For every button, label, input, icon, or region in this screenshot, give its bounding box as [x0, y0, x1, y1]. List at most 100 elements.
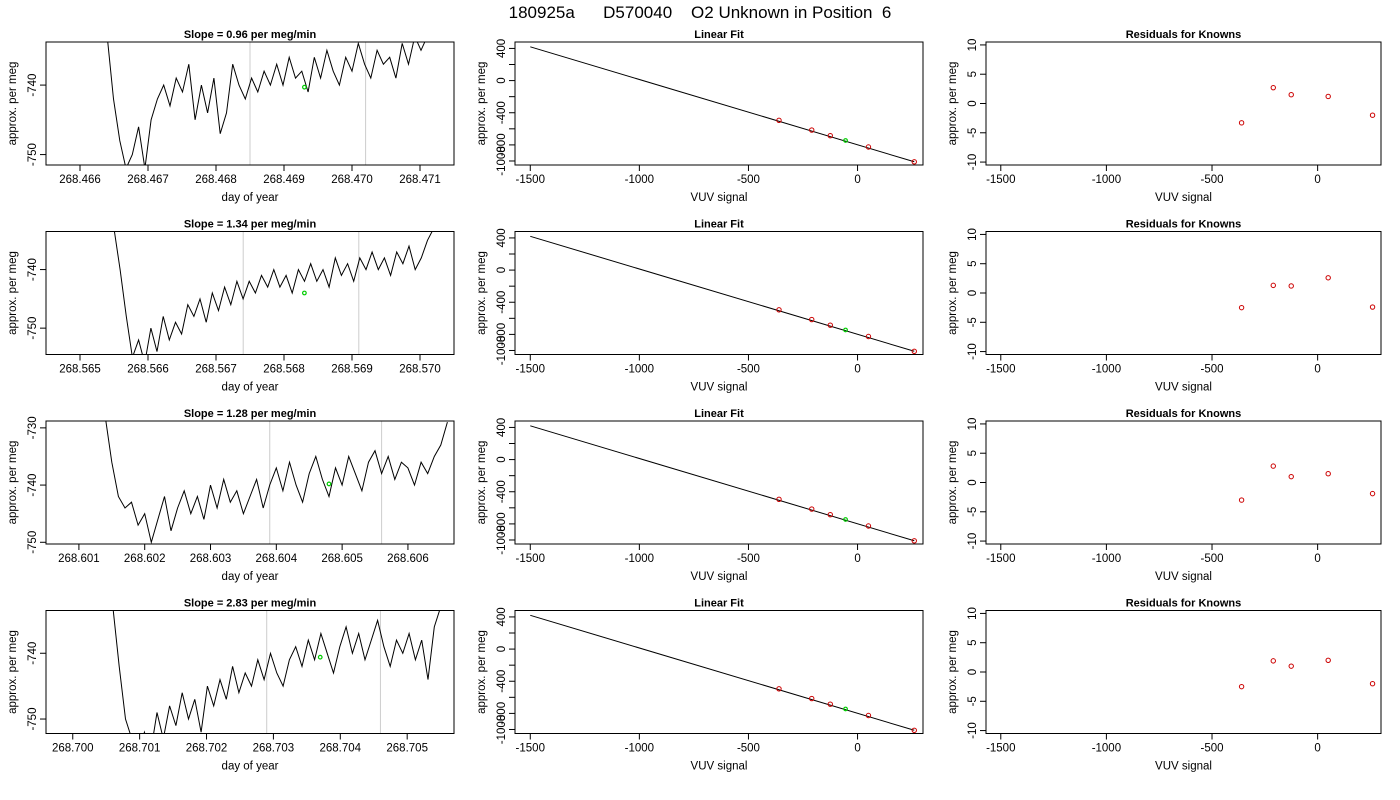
x-tick-label: 268.570 [399, 364, 441, 376]
y-tick-label: -5 [967, 696, 979, 706]
known-point [911, 159, 917, 165]
x-tick-label: -1000 [625, 743, 654, 755]
panel-title: Residuals for Knowns [1126, 598, 1242, 610]
plot-data [530, 235, 917, 354]
panel-title: Residuals for Knowns [1126, 408, 1242, 420]
x-tick-label: -500 [1201, 364, 1224, 376]
x-tick-label: -500 [737, 743, 760, 755]
plot-data [1238, 275, 1376, 311]
x-tick-label: 268.568 [263, 364, 305, 376]
y-tick-label: -1000 [496, 525, 508, 554]
x-tick-label: 268.606 [387, 553, 429, 565]
x-tick-label: 268.700 [52, 743, 94, 755]
y-tick-label: 10 [967, 418, 979, 431]
fit-line [530, 235, 915, 352]
x-tick-label: -500 [1201, 174, 1224, 186]
x-tick-label: 268.470 [331, 174, 373, 186]
panel-resid-row4: Residuals for Knowns -1500 -1000 -500 0 10 5 0 -… [947, 598, 1382, 773]
x-tick-label: 268.565 [59, 364, 101, 376]
y-tick-label: -400 [496, 480, 508, 503]
residual-point [1288, 283, 1294, 289]
x-tick-label: -1000 [1092, 553, 1121, 565]
y-tick-label: 400 [496, 418, 508, 437]
residual-point [1369, 112, 1376, 118]
known-point [911, 727, 917, 733]
y-tick-label: 0 [496, 646, 508, 652]
y-tick-label: -5 [967, 507, 979, 517]
y-tick-label: 0 [496, 77, 508, 83]
x-tick-label: -500 [1201, 553, 1224, 565]
panel-title: Linear Fit [694, 29, 744, 41]
y-tick-label: -740 [27, 474, 39, 497]
y-tick-label: -10 [967, 533, 979, 550]
plot-frame [45, 231, 455, 355]
x-tick-label: 268.466 [59, 174, 101, 186]
y-tick-label: -740 [27, 258, 39, 281]
y-axis-label: approx. per meg [476, 630, 488, 714]
x-axis-label: VUV signal [1155, 571, 1212, 583]
x-tick-label: -500 [737, 174, 760, 186]
y-tick-label: -740 [27, 642, 39, 665]
plot-data [107, 42, 426, 165]
y-tick-label: 400 [496, 39, 508, 58]
y-tick-label: -400 [496, 101, 508, 124]
plot-frame [45, 420, 455, 545]
x-axis-label: day of year [222, 192, 279, 204]
y-tick-label: 5 [967, 261, 979, 267]
plot-frame [985, 610, 1382, 734]
fit-line [530, 614, 915, 731]
y-tick-label: -10 [967, 343, 979, 360]
x-tick-label: 268.702 [186, 743, 228, 755]
panel-resid-row2: Residuals for Knowns -1500 -1000 -500 0 10 5 0 -… [947, 219, 1382, 394]
plot-frame [45, 610, 455, 734]
panel-fit-row4: Linear Fit-1500 -1000 -500 04000-400-800-10… [476, 598, 924, 773]
plot-data [112, 610, 441, 734]
x-tick-label: 268.704 [320, 743, 362, 755]
x-tick-label: -1500 [516, 743, 545, 755]
y-tick-label: 0 [967, 669, 979, 675]
x-tick-label: 268.469 [263, 174, 305, 186]
known-point [776, 117, 782, 124]
residual-point [1238, 120, 1245, 126]
time-series-line [107, 42, 426, 165]
panel-fit-row2: Linear Fit-1500 -1000 -500 04000-400-800-10… [476, 219, 924, 394]
residual-point [1270, 463, 1276, 469]
x-tick-label: -500 [1201, 743, 1224, 755]
x-tick-label: -1500 [516, 553, 545, 565]
x-tick-label: -1500 [986, 553, 1015, 565]
residual-point [1325, 275, 1331, 281]
residual-point [1238, 304, 1245, 311]
y-tick-label: 5 [967, 450, 979, 456]
x-axis-label: VUV signal [1155, 761, 1212, 773]
plot-data [1238, 463, 1376, 503]
plot-frame [985, 231, 1382, 355]
plot-data [113, 231, 433, 355]
y-tick-label: -740 [27, 74, 39, 97]
x-tick-label: 268.569 [331, 364, 373, 376]
known-point [809, 695, 815, 702]
time-series-line [105, 421, 448, 544]
x-tick-label: -1000 [1092, 364, 1121, 376]
y-tick-label: 5 [967, 71, 979, 77]
x-tick-label: 268.467 [127, 174, 169, 186]
x-axis-label: VUV signal [1155, 382, 1212, 394]
plot-data [530, 614, 917, 733]
x-axis-label: VUV signal [691, 761, 748, 773]
x-tick-label: 268.567 [195, 364, 237, 376]
x-tick-label: -1000 [625, 174, 654, 186]
x-tick-label: 268.603 [190, 553, 232, 565]
plot-data [530, 425, 917, 544]
x-axis-label: day of year [222, 761, 279, 773]
residual-point [1288, 663, 1294, 669]
x-tick-label: 268.471 [399, 174, 441, 186]
residual-point [1325, 657, 1331, 663]
x-tick-label: 268.705 [386, 743, 428, 755]
y-tick-label: -750 [27, 708, 39, 731]
known-point [911, 348, 917, 354]
residual-point [1270, 282, 1276, 289]
panel-title: Slope = 1.28 per meg/min [184, 408, 317, 420]
x-axis-label: VUV signal [691, 382, 748, 394]
y-tick-label: -750 [27, 143, 39, 166]
y-axis-label: approx. per meg [476, 251, 488, 335]
known-point [827, 322, 833, 328]
